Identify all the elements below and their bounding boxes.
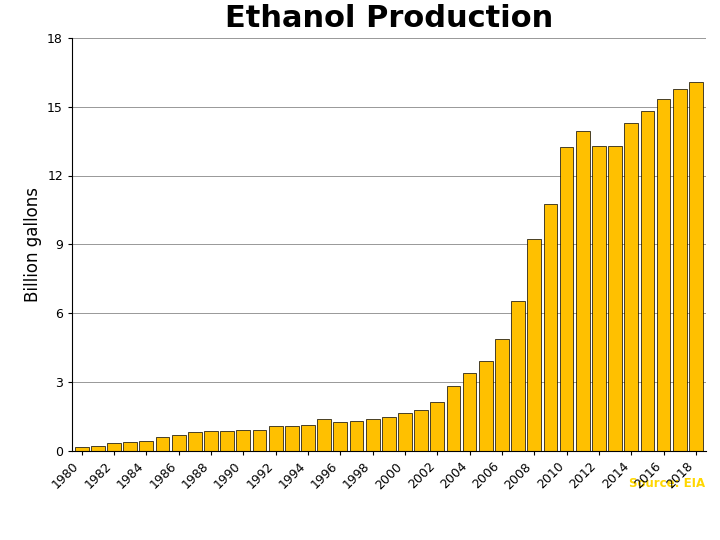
Text: Iowa State University: Iowa State University — [14, 475, 213, 492]
Text: Ag Decision Maker: Ag Decision Maker — [559, 511, 706, 525]
Bar — [414, 410, 428, 451]
Bar — [431, 402, 444, 451]
Bar — [624, 123, 638, 451]
Bar — [140, 441, 153, 451]
Bar — [511, 301, 525, 451]
Bar — [689, 82, 703, 451]
Bar — [91, 446, 104, 451]
Bar — [333, 422, 347, 451]
Bar — [382, 417, 396, 451]
Bar — [350, 421, 364, 451]
Bar — [657, 99, 670, 451]
Bar — [204, 431, 218, 451]
Bar — [446, 387, 460, 451]
Title: Ethanol Production: Ethanol Production — [225, 4, 553, 33]
Bar — [285, 427, 299, 451]
Bar — [236, 430, 251, 451]
Bar — [463, 373, 477, 451]
Bar — [188, 431, 202, 451]
Bar — [253, 429, 266, 451]
Bar — [220, 431, 234, 451]
Bar — [495, 339, 509, 451]
Bar — [172, 435, 186, 451]
Bar — [107, 443, 121, 451]
Bar — [398, 414, 412, 451]
Bar — [318, 419, 331, 451]
Bar — [528, 239, 541, 451]
Bar — [123, 442, 137, 451]
Bar — [608, 146, 622, 451]
Bar — [576, 131, 590, 451]
Bar — [269, 426, 282, 451]
Bar — [301, 424, 315, 451]
Text: Extension and Outreach/Department of Economics: Extension and Outreach/Department of Eco… — [14, 513, 279, 523]
Y-axis label: Billion gallons: Billion gallons — [24, 187, 42, 302]
Bar — [641, 111, 654, 451]
Bar — [75, 447, 89, 451]
Bar — [559, 147, 573, 451]
Bar — [673, 89, 687, 451]
Bar — [156, 437, 169, 451]
Text: Source: EIA: Source: EIA — [629, 477, 706, 490]
Bar — [544, 204, 557, 451]
Bar — [479, 361, 492, 451]
Bar — [592, 146, 606, 451]
Bar — [366, 419, 379, 451]
